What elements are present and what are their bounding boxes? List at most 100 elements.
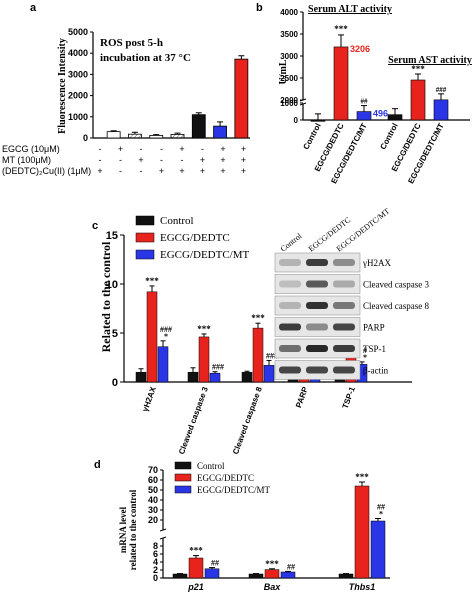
legend-swatch: [135, 232, 155, 243]
bar: [209, 372, 221, 383]
y-tick-label: 0: [294, 116, 299, 125]
panel-d-ylabel-2: related to the control: [128, 489, 138, 570]
bar: [370, 520, 386, 579]
treatment-mark: -: [119, 155, 122, 165]
y-tick-label: 3000: [280, 52, 298, 61]
y-tick-label: 15: [106, 230, 118, 242]
legend-swatch: [135, 249, 155, 260]
bar: [333, 46, 349, 121]
x-tick-label: Cleaved caspase 3: [177, 385, 210, 455]
significance-label: ***: [411, 64, 425, 74]
y-tick-label: 0: [83, 133, 88, 143]
treatment-label: EGCG (10μM): [2, 144, 60, 154]
bar: [241, 371, 253, 383]
legend-swatch: [174, 473, 192, 482]
y-tick-label: 1000: [280, 99, 298, 108]
blot-row-label: Cleaved caspase 3: [363, 280, 429, 290]
bar: [106, 131, 121, 139]
significance-label: ***: [251, 313, 265, 323]
panel-a-ylabel: Fluorescence Intensity: [57, 38, 68, 134]
treatment-mark: -: [140, 144, 143, 154]
bar: [356, 111, 372, 121]
panel-c: c Related to the control Control EGCG/DED…: [92, 206, 429, 455]
panel-b-bars: Control***3206EGCG/DEDTC##496EGCG/DEDTC/…: [301, 24, 449, 185]
y-tick-label: 2500: [280, 74, 298, 83]
significance-label: ##: [287, 562, 295, 571]
x-tick-label: Control: [301, 122, 322, 151]
bar: [149, 135, 164, 139]
panel-c-letter: c: [92, 220, 98, 232]
blot-band: [306, 259, 328, 266]
y-tick-label: 70: [148, 465, 158, 475]
y-tick-label: 50: [148, 485, 158, 495]
panel-b: b Serum ALT activity Serum AST activity …: [256, 2, 472, 185]
y-tick-label: 4000: [68, 48, 88, 58]
treatment-mark: +: [118, 144, 123, 154]
x-tick-label: Bax: [264, 582, 282, 592]
significance-label: ***: [189, 546, 203, 556]
bar: [252, 327, 264, 383]
blot-band: [306, 323, 328, 331]
panel-b-ylabel: U/mL: [278, 59, 289, 84]
bar: [146, 291, 158, 383]
value-label: 496: [373, 109, 388, 119]
legend-label: EGCG/DEDTC: [160, 232, 230, 244]
axis-break-mark: [159, 536, 167, 540]
treatment-mark: -: [201, 144, 204, 154]
bar: [157, 346, 169, 383]
treatment-mark: +: [159, 166, 164, 176]
value-label: 3206: [350, 44, 370, 54]
panel-d-ylabel-1: mRNA level: [118, 506, 128, 553]
panel-b-alt-title: Serum ALT activity: [308, 4, 392, 15]
y-tick-label: 8: [153, 541, 158, 551]
y-tick-label: 4000: [280, 8, 298, 17]
blot-column-label: EGCG/DEDTC/MT: [335, 206, 392, 253]
panel-d-letter: d: [94, 459, 101, 471]
y-tick-label: 40: [148, 495, 158, 505]
western-blot: Control EGCG/DEDTCEGCG/DEDTC/MTγH2AXCleav…: [274, 206, 429, 380]
blot-row-label: γH2AX: [362, 258, 391, 268]
treatment-mark: +: [220, 155, 225, 165]
y-tick-label: 3000: [68, 69, 88, 79]
treatment-mark: +: [220, 144, 225, 154]
significance-label: ***: [265, 559, 279, 569]
significance-label: ###: [160, 325, 172, 334]
panel-c-ylabel: Related to the control: [99, 241, 113, 352]
legend-swatch: [174, 485, 192, 494]
significance-label: #: [363, 346, 367, 355]
y-tick-label: 5000: [68, 27, 88, 37]
legend-label: EGCG/DEDTC/MT: [197, 485, 271, 495]
significance-label: *: [363, 353, 367, 362]
axis-break-mark: [159, 528, 167, 532]
panel-d-bars: ***##p21*** ##Bax***##*Thbs1: [172, 472, 386, 592]
blot-band: [279, 259, 301, 266]
x-tick-label: TSP-1: [341, 385, 357, 410]
panel-a-treatment-table: EGCG (10μM) - + - - + - + +MT (100μM) - - + - - + + +(DE…: [2, 144, 246, 176]
bar: [263, 365, 275, 383]
treatment-mark: -: [181, 155, 184, 165]
y-tick-label: 2: [153, 565, 158, 575]
y-tick-label: 30: [148, 505, 158, 515]
bar: [433, 99, 449, 121]
blot-band: [306, 280, 328, 288]
legend-swatch: [174, 461, 192, 470]
significance-label: ##: [211, 559, 219, 568]
blot-column-label: Control: [279, 231, 304, 254]
y-tick-label: 5: [112, 328, 118, 340]
blot-row-label: PARP: [363, 323, 385, 333]
panel-d-legend: Control EGCG/DEDTC EGCG/DEDTC/MT: [174, 461, 271, 495]
x-tick-label: Control: [378, 122, 399, 151]
panel-b-ast-title: Serum AST activity: [388, 55, 472, 66]
bar: [191, 114, 206, 139]
significance-label: ***: [197, 324, 211, 334]
significance-label: ##: [361, 98, 369, 106]
treatment-label: (DEDTC)₂Cu(II) (1μM): [2, 166, 91, 176]
treatment-mark: +: [200, 166, 205, 176]
significance-label: ###: [212, 363, 224, 372]
x-tick-label: Thbs1: [349, 582, 376, 592]
bar: [248, 573, 264, 579]
panel-b-letter: b: [256, 2, 263, 14]
bar: [128, 133, 142, 139]
